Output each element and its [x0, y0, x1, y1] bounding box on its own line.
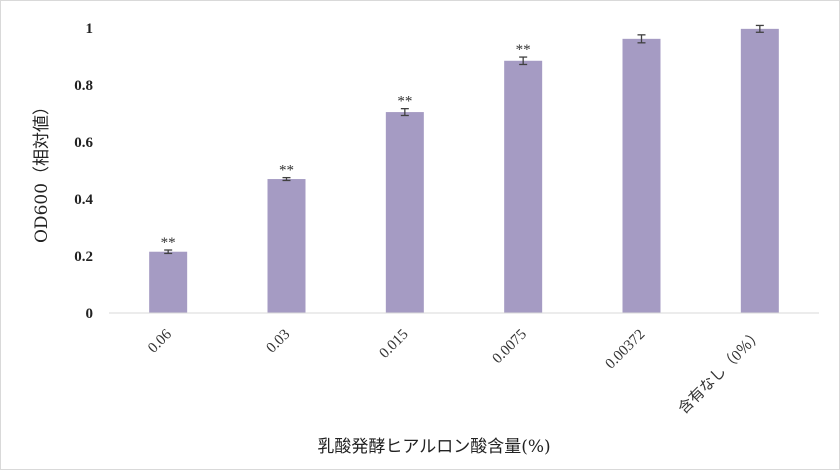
error-bars — [164, 24, 764, 255]
bar — [267, 179, 306, 313]
error-bar — [400, 108, 409, 117]
x-tick-label: 0.015 — [376, 327, 411, 362]
bar — [149, 251, 188, 313]
significance-marker: ** — [161, 235, 176, 251]
y-tick-label: 1 — [86, 21, 94, 37]
y-tick-label: 0.2 — [74, 249, 93, 265]
x-tick-label: 0.03 — [263, 327, 293, 357]
bar — [504, 60, 543, 314]
bars — [149, 28, 779, 314]
error-bar — [519, 56, 528, 66]
y-tick-label: 0.6 — [74, 135, 93, 151]
x-tick-label: 0.06 — [145, 326, 175, 356]
significance-marker: ** — [397, 94, 412, 110]
significance-markers: ** ** ** ** — [161, 42, 531, 251]
error-bar — [637, 34, 646, 44]
error-bar — [755, 24, 764, 33]
y-tick-labels: 0 0.2 0.4 0.6 0.8 1 — [74, 21, 93, 322]
significance-marker: ** — [516, 42, 531, 58]
error-bar — [164, 249, 173, 255]
bar — [622, 38, 661, 314]
error-bar — [282, 176, 291, 182]
x-tick-label: 0.00372 — [603, 327, 649, 373]
y-tick-label: 0 — [86, 306, 94, 322]
y-tick-label: 0.4 — [74, 192, 93, 208]
x-axis-title: 乳酸発酵ヒアルロン酸含量(%) — [317, 437, 550, 457]
y-tick-label: 0.8 — [74, 78, 93, 94]
bar — [740, 28, 779, 313]
y-axis-title: OD600（相対値） — [32, 98, 52, 243]
x-tick-label: 含有なし（0％） — [675, 326, 767, 418]
significance-marker: ** — [279, 163, 294, 179]
x-tick-label: 0.0075 — [490, 327, 530, 367]
bar — [385, 112, 424, 313]
x-tick-labels: 0.06 0.03 0.015 0.0075 0.00372 含有なし（0％） — [145, 326, 767, 418]
